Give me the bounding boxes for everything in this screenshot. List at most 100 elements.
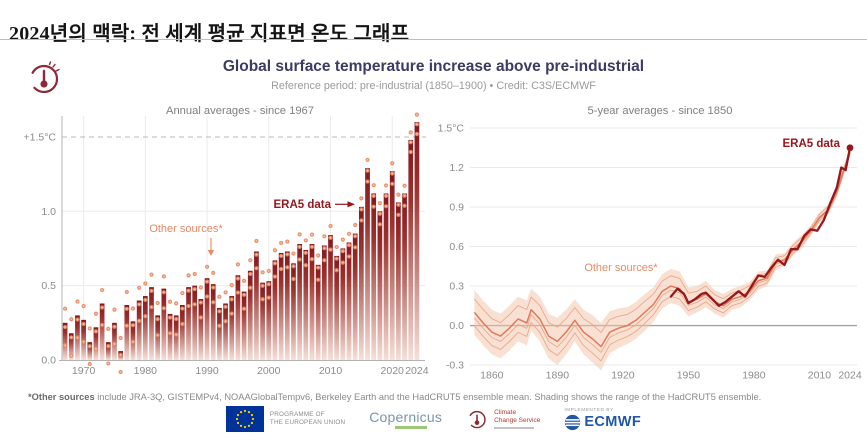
bar	[247, 270, 253, 360]
bar	[235, 275, 241, 360]
bar	[260, 282, 265, 360]
bar	[371, 193, 377, 360]
bar	[62, 322, 68, 360]
bar	[402, 193, 407, 360]
bar	[142, 296, 148, 360]
svg-text:0.3: 0.3	[449, 281, 464, 293]
bar	[291, 263, 296, 360]
bar	[186, 287, 191, 360]
bar	[223, 303, 228, 360]
bar	[396, 202, 401, 360]
era5-bars	[62, 122, 420, 360]
svg-text:0.0: 0.0	[449, 320, 464, 332]
bar	[321, 245, 327, 360]
svg-text:2020: 2020	[381, 365, 405, 377]
svg-text:2000: 2000	[257, 365, 281, 377]
svg-text:1980: 1980	[134, 365, 158, 377]
bar	[315, 264, 321, 360]
bar	[389, 171, 395, 360]
bar	[254, 251, 259, 360]
era5-endpoint-dot	[846, 144, 854, 152]
c3s-thermometer-icon	[29, 61, 60, 94]
bar	[303, 249, 309, 360]
logos-row: PROGRAMME OF THE EUROPEAN UNION Copernic…	[0, 406, 867, 432]
figure-title: Global surface temperature increase abov…	[222, 58, 645, 75]
copernicus-tagline-bar	[395, 426, 428, 429]
svg-text:2010: 2010	[808, 370, 832, 382]
annual-panel-title: Annual averages - since 1967	[165, 105, 315, 117]
other-sources-dots	[62, 112, 420, 375]
bar	[284, 251, 290, 360]
bar	[192, 285, 198, 360]
ecmwf-wordmark: ECMWF	[584, 414, 642, 430]
svg-text:1950: 1950	[677, 370, 701, 382]
bar	[217, 307, 222, 360]
bar	[105, 342, 111, 360]
implemented-by-label: IMPLEMENTED BY	[564, 407, 614, 413]
eu-programme-text: PROGRAMME OF THE EUROPEAN UNION	[269, 411, 346, 426]
bar	[297, 244, 302, 360]
bar	[365, 168, 370, 360]
c3s-small-icon	[468, 410, 486, 429]
bar	[68, 333, 74, 360]
bar	[155, 315, 161, 360]
era5-line	[669, 146, 852, 307]
eu-flag-icon	[225, 406, 264, 432]
svg-text:2024: 2024	[405, 365, 429, 377]
bar	[352, 233, 358, 360]
footnote: *Other sources include JRA-3Q, GISTEMPv4…	[28, 392, 838, 402]
bar	[266, 281, 272, 360]
svg-text:2010: 2010	[319, 365, 343, 377]
bar	[334, 255, 340, 360]
bar	[161, 288, 167, 360]
bar	[408, 139, 414, 360]
bar	[198, 299, 204, 360]
svg-text:1860: 1860	[480, 370, 504, 382]
svg-text:0.9: 0.9	[449, 202, 464, 214]
five-year-panel-title: 5-year averages - since 1850	[587, 105, 733, 117]
svg-text:2024: 2024	[838, 370, 862, 382]
bar	[167, 313, 173, 360]
figure-subtitle: Reference period: pre-industrial (1850–1…	[271, 80, 596, 92]
bar	[383, 193, 389, 360]
annual-averages-chart: +1.5°C 1.0 0.5 0.0 1970 1980 1990 2000 2010 2020 2…	[23, 112, 429, 377]
bar	[204, 278, 210, 360]
eu-programme-logo: PROGRAMME OF THE EUROPEAN UNION	[225, 406, 346, 432]
svg-text:Other sources*: Other sources*	[149, 223, 223, 235]
svg-text:1990: 1990	[195, 365, 219, 377]
bar	[272, 260, 278, 360]
ecmwf-logo: IMPLEMENTED BY ECMWF	[564, 408, 641, 431]
svg-text:Other sources*: Other sources*	[584, 262, 658, 274]
svg-text:1920: 1920	[611, 370, 635, 382]
svg-text:0.6: 0.6	[449, 241, 464, 253]
ecmwf-globe-icon	[565, 414, 581, 430]
bar	[229, 296, 235, 360]
hadcrut5-range-band	[474, 147, 850, 371]
bar	[149, 287, 154, 360]
svg-text:-0.3: -0.3	[446, 360, 464, 372]
eu-stars	[235, 409, 255, 429]
bar	[241, 291, 247, 360]
c3s-url-bar	[494, 426, 535, 429]
bar	[87, 342, 93, 360]
copernicus-logo: Copernicus	[369, 409, 442, 429]
bar	[377, 211, 383, 360]
bar	[278, 252, 284, 360]
footnote-bold: *Other sources	[28, 392, 95, 402]
bar	[124, 304, 130, 360]
svg-text:0.0: 0.0	[41, 355, 56, 367]
bar	[414, 122, 420, 360]
svg-text:1980: 1980	[742, 370, 766, 382]
bar	[112, 322, 117, 360]
bar	[136, 300, 142, 360]
bar	[99, 303, 105, 360]
c3s-text: Climate Change Service	[494, 409, 541, 424]
copernicus-wordmark: Copernicus	[369, 409, 443, 425]
svg-text:1.5°C: 1.5°C	[438, 123, 465, 135]
svg-text:ERA5 data: ERA5 data	[782, 138, 840, 150]
bar	[309, 244, 315, 360]
svg-text:0.5: 0.5	[41, 280, 56, 292]
svg-text:1970: 1970	[72, 365, 96, 377]
